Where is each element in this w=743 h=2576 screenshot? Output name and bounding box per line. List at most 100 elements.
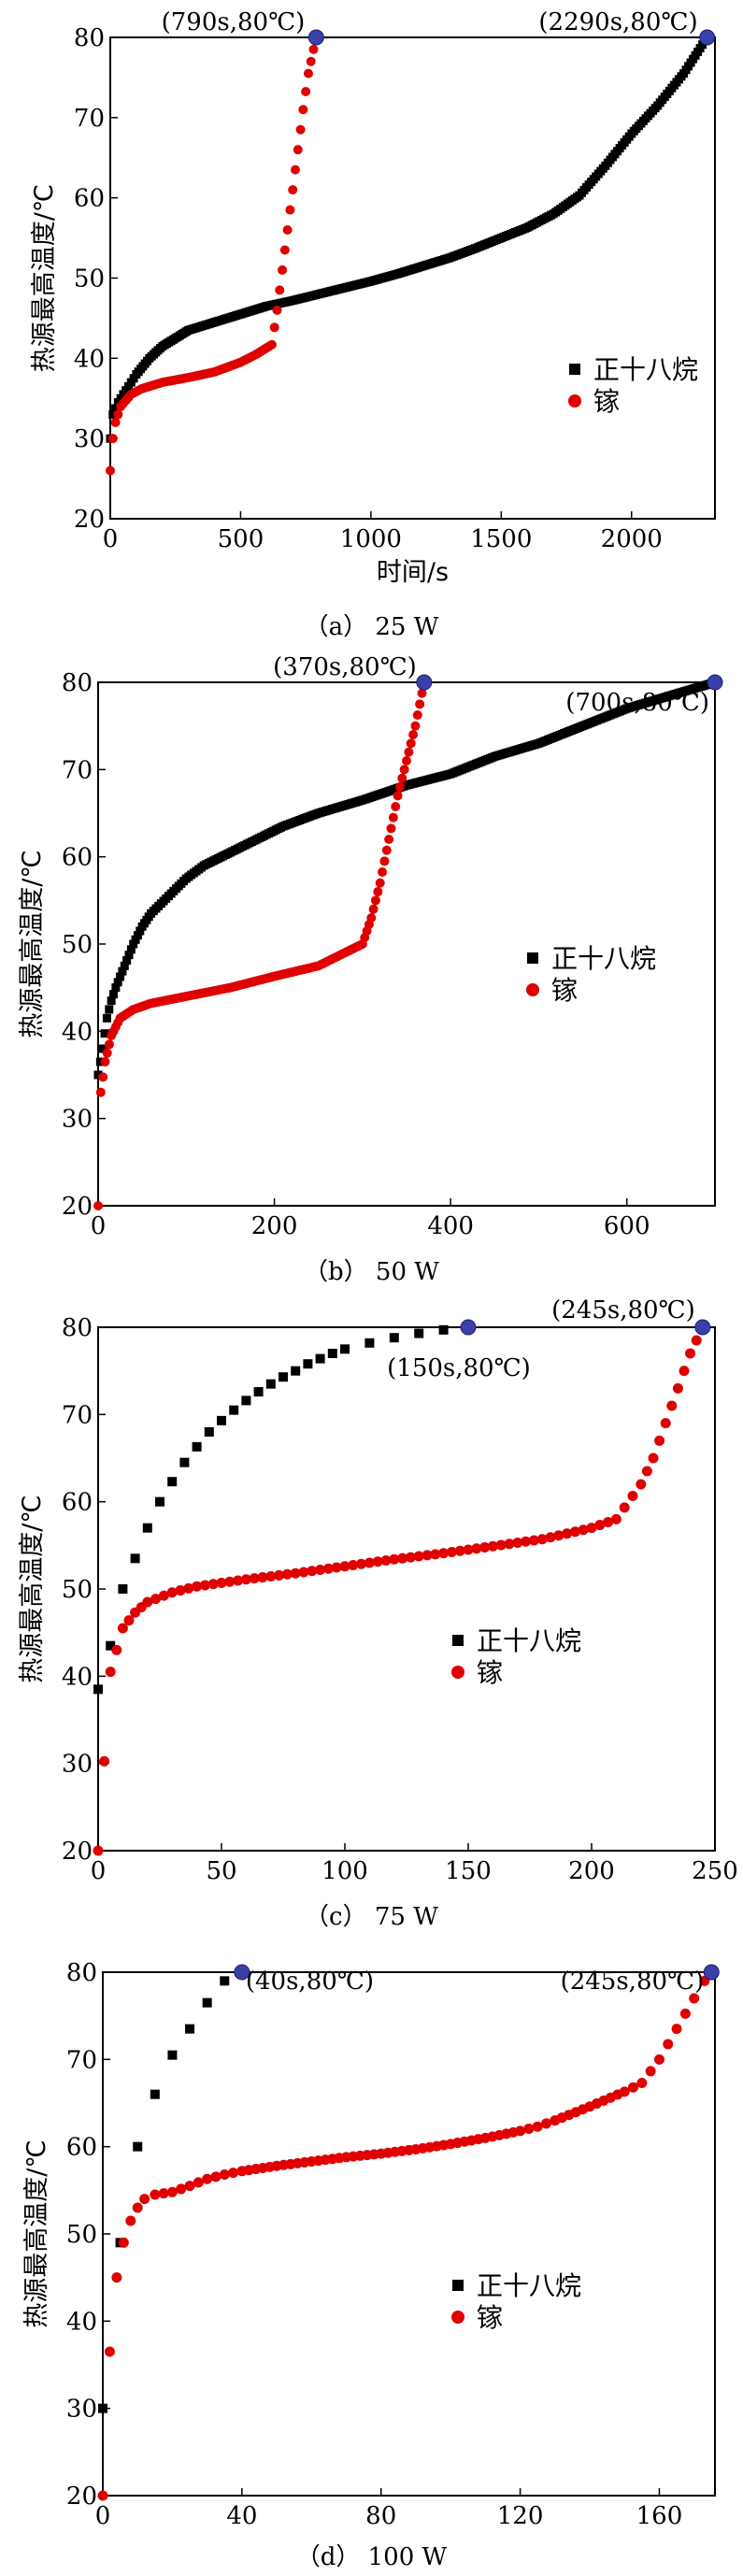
legend-marker-circle: [526, 983, 539, 996]
data-point-circle: [303, 68, 313, 79]
data-point-circle: [150, 2189, 161, 2200]
data-point-square: [129, 939, 138, 949]
data-point-circle: [569, 1526, 580, 1538]
x-tick-label: 600: [604, 1212, 650, 1240]
y-tick-label: 50: [62, 1576, 93, 1604]
data-point-square: [98, 1044, 107, 1053]
x-tick-label: 50: [206, 1857, 236, 1885]
data-point-circle: [636, 1479, 647, 1490]
annotation-label: (245s,80℃): [551, 1296, 695, 1324]
data-point-circle: [288, 185, 298, 195]
data-point-circle: [339, 1561, 350, 1572]
legend-marker-circle: [451, 1666, 464, 1679]
data-point-circle: [176, 2183, 187, 2195]
data-point-circle: [545, 1532, 556, 1543]
x-tick-label: 200: [251, 1212, 298, 1240]
data-point-square: [133, 931, 142, 940]
endpoint-marker: [707, 674, 723, 691]
data-point-circle: [104, 2346, 115, 2357]
series-gallium: [97, 1967, 717, 2501]
x-tick-label: 80: [365, 2502, 396, 2530]
data-point-circle: [322, 1563, 334, 1574]
data-point-square: [167, 1477, 178, 1487]
x-tick-label: 0: [103, 525, 119, 553]
data-point-circle: [100, 1057, 110, 1066]
y-tick-label: 40: [62, 1663, 93, 1691]
data-point-circle: [627, 1490, 638, 1501]
y-tick-label: 80: [66, 1959, 97, 1987]
data-point-circle: [679, 2008, 691, 2019]
data-point-circle: [166, 2186, 178, 2197]
data-point-circle: [386, 823, 396, 834]
data-point-square: [98, 2403, 107, 2413]
annotation-label: (40s,80℃): [246, 1968, 374, 1996]
data-point-square: [107, 996, 116, 1006]
data-point-circle: [417, 688, 427, 698]
data-point-square: [111, 404, 121, 413]
data-point-circle: [648, 1453, 659, 1464]
data-point-square: [167, 2050, 178, 2060]
data-point-circle: [610, 1513, 622, 1524]
chart-panel-50w: 203040506070800200400600时间/s热源最高温度/℃(370…: [0, 645, 743, 1243]
y-tick-label: 80: [62, 669, 93, 697]
series-gallium: [106, 33, 321, 476]
data-point-circle: [479, 1542, 491, 1553]
data-point-circle: [438, 1548, 450, 1559]
data-point-circle: [111, 2272, 122, 2283]
data-point-circle: [406, 738, 416, 749]
data-point-circle: [183, 1582, 194, 1594]
caption-75w: （c） 75 W: [305, 1903, 438, 1931]
data-point-circle: [495, 1539, 507, 1551]
data-point-circle: [528, 1535, 539, 1546]
data-point-circle: [202, 2173, 213, 2184]
legend-label: 镓: [551, 975, 578, 1006]
y-tick-label: 70: [66, 2046, 97, 2074]
series-gallium: [93, 678, 429, 1210]
y-tick-label: 30: [62, 1106, 93, 1134]
data-point-circle: [504, 1538, 515, 1550]
data-point-circle: [290, 1567, 301, 1579]
data-point-circle: [394, 782, 405, 792]
data-point-square: [142, 1523, 152, 1533]
data-point-circle: [404, 747, 414, 757]
data-point-circle: [654, 1435, 665, 1446]
data-point-circle: [265, 1570, 277, 1581]
data-point-circle: [233, 1575, 244, 1586]
y-tick-label: 30: [62, 1751, 93, 1779]
data-point-square: [438, 1324, 449, 1335]
data-point-circle: [158, 2188, 169, 2199]
chart-svg: 203040506070800200400600时间/s热源最高温度/℃(370…: [18, 653, 723, 1240]
data-point-square: [220, 1976, 230, 1986]
data-point-circle: [397, 773, 407, 783]
data-point-circle: [368, 904, 379, 914]
data-point-circle: [412, 710, 422, 720]
data-point-square: [315, 1353, 325, 1364]
data-point-circle: [672, 1382, 683, 1394]
endpoint-marker: [307, 29, 324, 46]
chart-svg: 2030405060708004080120160时间/s热源最高温度/℃(40…: [22, 1959, 720, 2530]
data-point-circle: [216, 1577, 227, 1588]
x-tick-label: 0: [91, 1212, 107, 1240]
data-point-circle: [691, 1335, 702, 1346]
data-point-circle: [523, 2124, 535, 2135]
data-point-circle: [553, 1530, 564, 1541]
chart-panel-25w: 20 30 40 50 60 70 80 0 500 1000 1500 2000 时间/s 热源最高温度…: [0, 0, 743, 598]
data-point-square: [93, 1070, 103, 1080]
data-point-circle: [142, 1596, 153, 1608]
data-point-circle: [219, 2169, 230, 2181]
data-point-circle: [641, 1466, 652, 1477]
data-point-circle: [415, 699, 425, 709]
y-axis-label: 热源最高温度/℃: [22, 2140, 51, 2327]
data-point-circle: [619, 1502, 630, 1513]
legend-label: 正十八烷: [477, 2270, 581, 2301]
x-tick-label: 1500: [470, 525, 532, 553]
data-point-circle: [666, 1400, 678, 1411]
data-point-circle: [679, 1366, 690, 1377]
data-point-circle: [653, 2054, 664, 2065]
endpoint-marker: [694, 1319, 711, 1336]
data-point-circle: [515, 2125, 526, 2137]
x-tick-label: 120: [497, 2502, 544, 2530]
legend-label: 正十八烷: [477, 1625, 581, 1656]
data-point-square: [185, 2024, 195, 2034]
data-point-circle: [521, 1536, 532, 1547]
